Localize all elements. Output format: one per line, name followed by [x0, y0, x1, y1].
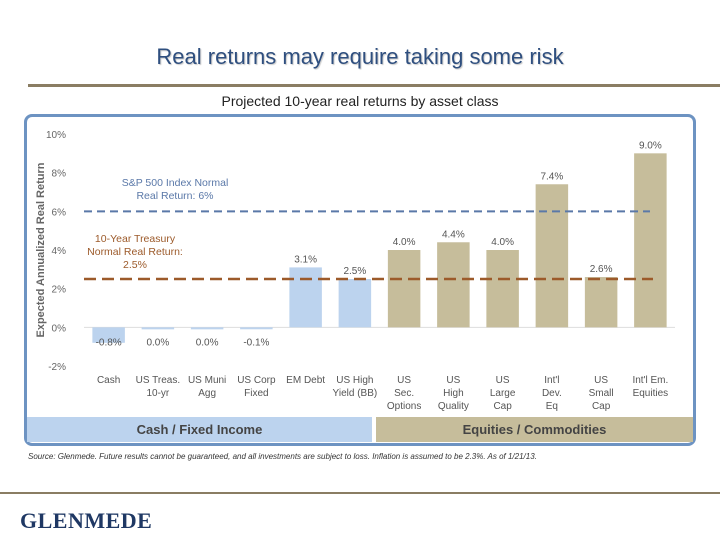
- bar-value-label: 3.1%: [294, 254, 317, 265]
- x-tick-label-line: US: [496, 375, 510, 386]
- group-band-equity: [376, 417, 693, 442]
- x-tick-label-line: Small: [589, 388, 614, 399]
- x-tick-label-line: Large: [490, 388, 516, 399]
- reference-line-label-line: 2.5%: [123, 259, 147, 271]
- x-tick-label: US Muni Agg: [188, 375, 226, 399]
- x-tick-label-line: Dev.: [542, 388, 562, 399]
- x-tick-label: Int'l Em. Equities: [632, 375, 668, 399]
- y-tick-label: 2%: [52, 285, 67, 296]
- bar-11: [634, 153, 667, 328]
- y-tick-label: 10%: [46, 130, 66, 141]
- reference-line-label-line: Normal Real Return:: [87, 246, 183, 258]
- reference-line-label-line: S&P 500 Index Normal: [122, 177, 229, 189]
- y-tick-label: 6%: [52, 207, 67, 218]
- x-tick-label-line: US High: [336, 375, 373, 386]
- bar-5: [338, 279, 372, 328]
- bar-9: [535, 184, 569, 328]
- x-tick-label-line: Int'l: [544, 375, 559, 386]
- x-tick-label-line: Sec.: [394, 388, 414, 399]
- bar-chart: Expected Annualized Real Return -2% 0% 2% 4%…: [27, 130, 693, 442]
- x-tick-label: Cash: [97, 375, 120, 386]
- y-tick-label: 4%: [52, 246, 67, 257]
- x-tick-label: US Large Cap: [490, 375, 516, 412]
- bar-value-label: -0.1%: [243, 337, 269, 348]
- slide-title: Real returns may require taking some ris…: [156, 44, 564, 69]
- x-tick-label-line: US: [446, 375, 460, 386]
- bar-7: [437, 242, 470, 328]
- x-tick-label: US Corp Fixed: [237, 375, 276, 399]
- group-band-label: Equities / Commodities: [463, 422, 607, 437]
- x-tick-label-line: Eq: [546, 401, 558, 412]
- x-tick-label-line: US Muni: [188, 375, 226, 386]
- x-tick-label-line: Cap: [493, 401, 512, 412]
- bar-value-label: 0.0%: [196, 337, 219, 348]
- bar-2: [190, 327, 224, 330]
- x-tick-label-line: Quality: [438, 401, 469, 412]
- y-tick-label: 8%: [52, 169, 67, 180]
- x-tick-label: US Small Cap: [589, 375, 614, 412]
- bar-value-label: 2.5%: [343, 266, 366, 277]
- glenmede-logo: GLENMEDE: [20, 508, 152, 534]
- bar-10: [584, 277, 618, 328]
- x-tick-label: Int'l Dev. Eq: [542, 375, 562, 412]
- reference-line-label: S&P 500 Index Normal Real Return: 6%: [122, 177, 229, 202]
- x-tick-label-line: Yield (BB): [333, 388, 378, 399]
- x-tick-label-line: Cash: [97, 375, 120, 386]
- bar-value-label: 4.0%: [491, 237, 514, 248]
- reference-line-label-line: 10-Year Treasury: [95, 233, 176, 245]
- reference-line-label: 10-Year Treasury Normal Real Return: 2.5%: [87, 233, 183, 271]
- x-tick-label-line: Fixed: [244, 388, 268, 399]
- x-tick-label-line: Int'l Em.: [632, 375, 668, 386]
- x-tick-label-line: Options: [387, 401, 421, 412]
- x-tick-label-line: Cap: [592, 401, 611, 412]
- title-rule: [28, 84, 720, 87]
- chart-title: Projected 10-year real returns by asset …: [221, 93, 499, 109]
- bar-value-label: 2.6%: [590, 264, 613, 275]
- x-tick-label-line: Equities: [633, 388, 669, 399]
- y-tick-label: 0%: [52, 323, 67, 334]
- group-band-fixed: [27, 417, 372, 442]
- x-tick-label-line: EM Debt: [286, 375, 325, 386]
- bar-value-label: 4.4%: [442, 229, 465, 240]
- bar-6: [387, 250, 421, 328]
- bar-value-label: 0.0%: [146, 337, 169, 348]
- bar-8: [486, 250, 519, 328]
- footer-rule: [0, 492, 720, 494]
- x-tick-label-line: Agg: [198, 388, 216, 399]
- x-tick-label: US High Quality: [438, 375, 469, 412]
- bar-0: [92, 327, 125, 343]
- bar-1: [141, 327, 175, 330]
- x-tick-label: US Sec. Options: [387, 375, 421, 412]
- bar-value-label: -0.8%: [96, 337, 122, 348]
- x-tick-label-line: US Treas.: [136, 375, 180, 386]
- group-band-label: Cash / Fixed Income: [137, 422, 263, 437]
- source-note: Source: Glenmede. Future results cannot …: [28, 452, 537, 461]
- x-tick-label: US Treas. 10-yr: [136, 375, 180, 399]
- bar-value-label: 7.4%: [540, 171, 563, 182]
- y-tick-label: -2%: [48, 362, 66, 373]
- x-tick-label-line: US Corp: [237, 375, 276, 386]
- x-tick-label: EM Debt: [286, 375, 325, 386]
- bar-value-label: 9.0%: [639, 140, 662, 151]
- bar-3: [240, 327, 273, 330]
- x-tick-label-line: US: [594, 375, 608, 386]
- x-tick-label-line: 10-yr: [146, 388, 169, 399]
- chart-frame: Expected Annualized Real Return -2% 0% 2% 4%…: [24, 114, 696, 446]
- y-axis-label: Expected Annualized Real Return: [35, 162, 47, 337]
- reference-line-label-line: Real Return: 6%: [136, 190, 213, 202]
- logo-text: GLENMEDE: [20, 508, 153, 533]
- bar-4: [289, 267, 322, 328]
- x-tick-label-line: High: [443, 388, 464, 399]
- bar-value-label: 4.0%: [393, 237, 416, 248]
- x-tick-label-line: US: [397, 375, 411, 386]
- x-tick-label: US High Yield (BB): [333, 375, 378, 399]
